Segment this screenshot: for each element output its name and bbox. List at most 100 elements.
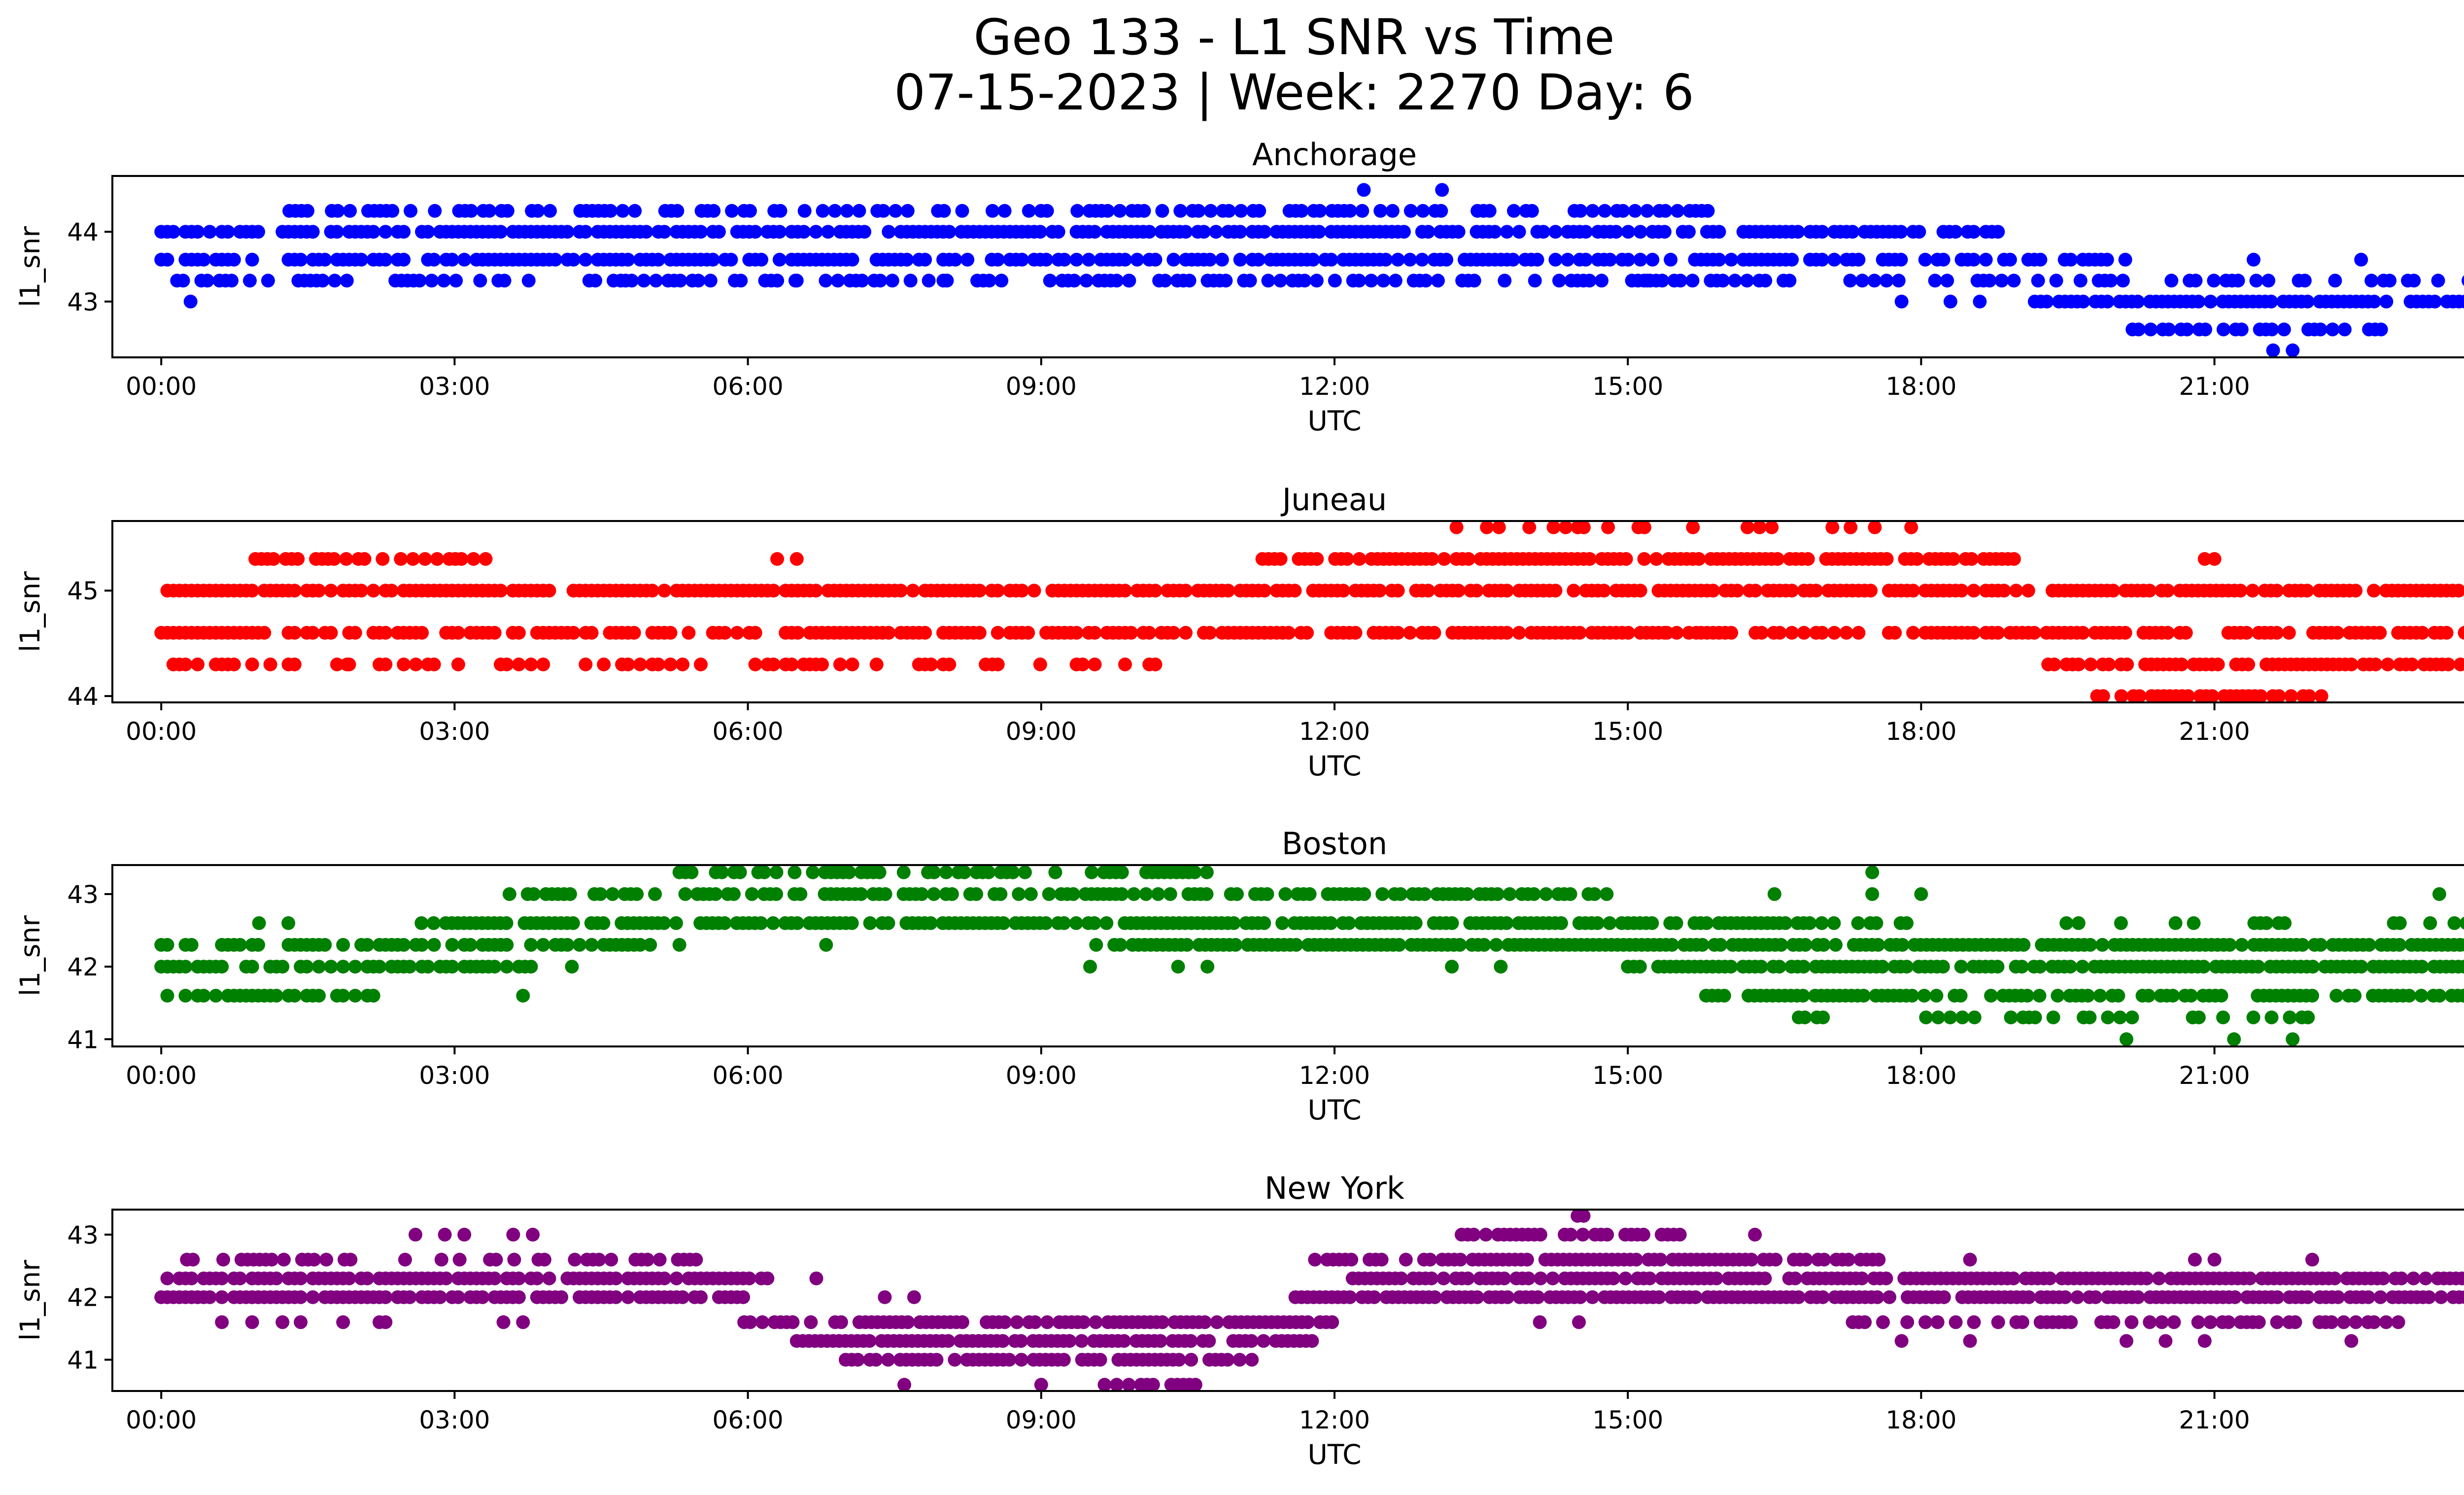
data-point xyxy=(397,225,411,239)
data-point xyxy=(1305,1334,1319,1348)
data-point xyxy=(275,960,290,974)
data-point xyxy=(2325,1315,2339,1329)
data-point xyxy=(2459,938,2464,952)
data-point xyxy=(516,989,530,1003)
data-point xyxy=(1343,204,1357,218)
data-point xyxy=(703,274,718,288)
data-point xyxy=(324,960,338,974)
data-point xyxy=(1940,274,1954,288)
data-point xyxy=(366,584,380,598)
data-point xyxy=(1829,938,1843,952)
data-point xyxy=(945,887,959,901)
data-point xyxy=(2223,938,2237,952)
data-point xyxy=(1827,252,1842,267)
data-point xyxy=(414,916,429,930)
data-point xyxy=(1871,938,1885,952)
data-point xyxy=(1657,225,1672,239)
data-point xyxy=(186,1252,200,1267)
data-point xyxy=(1785,626,1799,640)
data-point xyxy=(200,274,214,288)
data-point xyxy=(336,960,350,974)
data-point xyxy=(1234,204,1248,218)
data-point xyxy=(1724,626,1739,640)
data-point xyxy=(854,887,868,901)
x-tick-label: 18:00 xyxy=(1885,372,1956,401)
data-point xyxy=(2191,1010,2206,1025)
data-point xyxy=(1467,274,1481,288)
data-point xyxy=(1173,204,1188,218)
data-point xyxy=(1127,887,1141,901)
data-point xyxy=(1015,584,1029,598)
data-point xyxy=(1991,225,2005,239)
x-tick-label: 12:00 xyxy=(1299,717,1370,746)
data-point xyxy=(2367,294,2381,309)
data-point xyxy=(1275,916,1290,930)
data-point xyxy=(452,1252,467,1267)
data-point xyxy=(769,865,784,879)
scatter-series xyxy=(154,865,2464,1046)
data-point xyxy=(2261,274,2276,288)
data-point xyxy=(1598,204,1612,218)
data-point xyxy=(1257,584,1271,598)
data-point xyxy=(397,658,411,671)
data-point xyxy=(1664,252,1678,267)
data-point xyxy=(593,887,608,901)
data-point xyxy=(1479,1227,1493,1242)
data-point xyxy=(651,658,665,671)
data-point xyxy=(366,989,380,1003)
data-point xyxy=(1180,938,1194,952)
data-point xyxy=(1791,225,1805,239)
data-point xyxy=(845,252,859,267)
data-point xyxy=(2252,1315,2266,1329)
data-point xyxy=(1673,1227,1687,1242)
scatter-series xyxy=(154,1210,2464,1391)
data-point xyxy=(2211,658,2225,671)
data-point xyxy=(2021,584,2035,598)
data-point xyxy=(2383,274,2397,288)
data-point xyxy=(991,626,1005,640)
data-point xyxy=(657,225,672,239)
data-point xyxy=(1415,626,1430,640)
data-point xyxy=(996,1334,1010,1348)
data-point xyxy=(2076,294,2090,309)
data-point xyxy=(1601,521,1615,534)
data-point xyxy=(941,1334,956,1348)
data-point xyxy=(1388,274,1403,288)
data-point xyxy=(743,204,757,218)
data-point xyxy=(1057,916,1071,930)
data-point xyxy=(307,1252,321,1267)
data-point xyxy=(2457,960,2464,974)
data-point xyxy=(1325,1315,1339,1329)
data-point xyxy=(2143,1315,2157,1329)
data-point xyxy=(1689,626,1704,640)
data-point xyxy=(2264,1010,2279,1025)
data-point xyxy=(1075,658,1090,671)
data-point xyxy=(197,252,211,267)
data-point xyxy=(1530,252,1544,267)
data-point xyxy=(2205,689,2220,702)
data-point xyxy=(312,989,326,1003)
data-point xyxy=(1603,916,1617,930)
data-point xyxy=(1525,204,1539,218)
data-point xyxy=(1130,252,1144,267)
data-point xyxy=(427,938,441,952)
data-point xyxy=(1910,552,1924,566)
data-point xyxy=(1014,1353,1028,1367)
data-point xyxy=(760,1271,775,1286)
data-point xyxy=(1567,584,1581,598)
data-point xyxy=(842,865,856,879)
data-point xyxy=(2070,1290,2085,1304)
data-point xyxy=(1815,225,1829,239)
data-point xyxy=(997,204,1012,218)
data-point xyxy=(2106,1315,2121,1329)
data-point xyxy=(1179,225,1193,239)
data-point xyxy=(1288,584,1302,598)
data-point xyxy=(773,204,787,218)
data-point xyxy=(2191,294,2206,309)
data-point xyxy=(466,552,480,566)
data-point xyxy=(336,989,350,1003)
data-point xyxy=(1872,1252,1886,1267)
data-point xyxy=(1122,1378,1136,1391)
data-point xyxy=(166,225,180,239)
data-point xyxy=(437,274,451,288)
